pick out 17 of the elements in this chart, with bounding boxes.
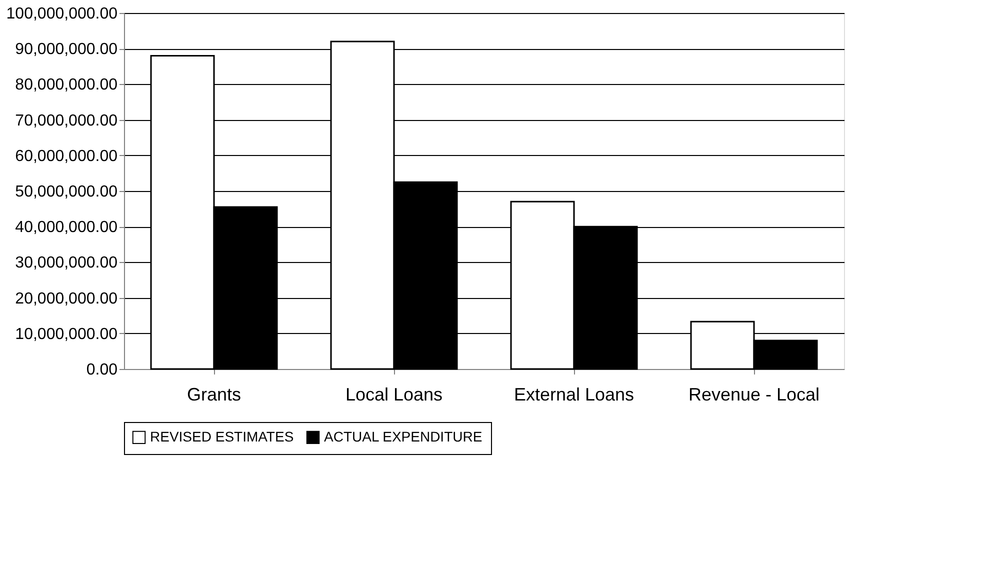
legend-label: ACTUAL EXPENDITURE [324, 428, 482, 444]
y-tick-label: 20,000,000.00 [15, 290, 118, 308]
y-tick-label: 30,000,000.00 [15, 254, 118, 272]
y-tick-label: 100,000,000.00 [6, 6, 118, 22]
y-tick-label: 50,000,000.00 [15, 184, 118, 200]
y-tick-label: 80,000,000.00 [15, 76, 118, 94]
y-tick-label: 60,000,000.00 [15, 148, 118, 165]
x-tick-label: Revenue - Local [688, 384, 820, 404]
y-tick-label: 70,000,000.00 [15, 112, 118, 130]
y-tick-label: 10,000,000.00 [15, 326, 118, 343]
x-tick-label: Local Loans [345, 384, 443, 404]
x-tick-label: External Loans [514, 384, 634, 404]
x-tick-label: Grants [186, 384, 242, 404]
y-tick-label: 90,000,000.00 [15, 41, 118, 58]
y-tick-label: 0.00 [86, 362, 118, 378]
legend-label: REVISED ESTIMATES [150, 428, 294, 444]
y-tick-label: 40,000,000.00 [15, 219, 118, 236]
